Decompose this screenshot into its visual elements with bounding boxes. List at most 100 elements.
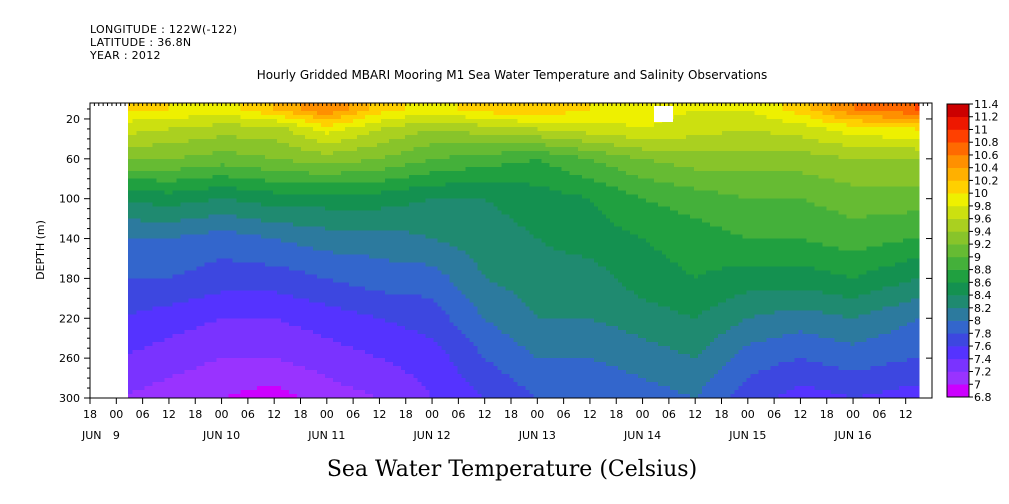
temperature-cell — [156, 374, 162, 379]
temperature-cell — [320, 146, 326, 152]
temperature-cell — [324, 258, 330, 264]
temperature-cell — [353, 150, 358, 156]
temperature-cell — [132, 370, 137, 375]
temperature-cell — [320, 110, 326, 116]
temperature-cell — [136, 154, 141, 160]
temperature-cell — [328, 254, 334, 260]
temperature-cell — [156, 290, 162, 295]
temperature-cell — [292, 258, 298, 264]
temperature-cell — [180, 254, 186, 260]
temperature-cell — [288, 270, 294, 276]
temperature-cell — [192, 254, 198, 260]
temperature-cell — [144, 334, 150, 339]
temperature-cell — [272, 374, 278, 379]
temperature-cell — [357, 298, 362, 303]
temperature-cell — [216, 230, 222, 236]
temperature-cell — [252, 146, 258, 152]
temperature-cell — [337, 342, 342, 347]
temperature-cell — [148, 130, 154, 136]
temperature-cell — [264, 302, 270, 307]
temperature-cell — [268, 274, 274, 280]
temperature-cell — [284, 166, 290, 172]
temperature-cell — [272, 298, 278, 303]
temperature-cell — [377, 126, 382, 132]
temperature-cell — [184, 142, 190, 148]
temperature-cell — [204, 286, 210, 291]
temperature-cell — [236, 362, 242, 367]
temperature-cell — [156, 274, 162, 280]
temperature-cell — [365, 366, 370, 371]
temperature-cell — [236, 146, 242, 152]
temperature-cell — [220, 374, 226, 379]
temperature-cell — [357, 178, 362, 184]
temperature-cell — [224, 246, 230, 252]
temperature-cell — [240, 246, 246, 252]
temperature-cell — [268, 234, 274, 240]
temperature-cell — [337, 178, 342, 184]
temperature-cell — [337, 206, 342, 212]
temperature-cell — [144, 262, 150, 268]
temperature-cell — [260, 250, 266, 256]
temperature-cell — [292, 342, 298, 347]
temperature-cell — [200, 186, 206, 192]
temperature-cell — [284, 226, 290, 232]
temperature-cell — [328, 170, 334, 176]
temperature-cell — [288, 154, 294, 160]
temperature-cell — [268, 146, 274, 152]
temperature-cell — [132, 350, 137, 355]
temperature-cell — [228, 302, 234, 307]
temperature-cell — [304, 294, 310, 299]
temperature-cell — [256, 386, 262, 391]
temperature-cell — [128, 262, 133, 268]
temperature-cell — [172, 286, 178, 291]
temperature-cell — [353, 282, 358, 287]
temperature-cell — [172, 182, 178, 188]
temperature-cell — [176, 130, 182, 136]
temperature-cell — [152, 118, 158, 124]
temperature-cell — [168, 194, 174, 200]
temperature-cell — [300, 218, 306, 224]
temperature-cell — [280, 358, 286, 363]
temperature-cell — [349, 122, 354, 128]
temperature-cell — [128, 378, 133, 383]
temperature-cell — [381, 106, 386, 112]
temperature-cell — [156, 226, 162, 232]
temperature-cell — [316, 206, 322, 212]
temperature-cell — [381, 226, 386, 232]
temperature-cell — [341, 146, 346, 152]
temperature-cell — [324, 138, 330, 144]
temperature-cell — [300, 142, 306, 148]
temperature-cell — [164, 298, 170, 303]
temperature-cell — [164, 326, 170, 331]
temperature-cell — [256, 354, 262, 359]
temperature-cell — [260, 154, 266, 160]
temperature-cell — [148, 330, 154, 335]
temperature-cell — [264, 186, 270, 192]
temperature-cell — [168, 182, 174, 188]
temperature-cell — [244, 142, 250, 148]
temperature-cell — [276, 170, 282, 176]
temperature-cell — [284, 302, 290, 307]
temperature-cell — [160, 346, 166, 351]
temperature-cell — [373, 230, 378, 236]
temperature-cell — [144, 290, 150, 295]
temperature-cell — [132, 194, 137, 200]
temperature-cell — [148, 230, 154, 236]
temperature-cell — [288, 262, 294, 268]
temperature-cell — [140, 214, 145, 220]
temperature-cell — [160, 122, 166, 128]
temperature-cell — [349, 158, 354, 164]
temperature-cell — [232, 298, 238, 303]
temperature-cell — [132, 322, 137, 327]
temperature-cell — [172, 150, 178, 156]
temperature-cell — [296, 394, 302, 399]
temperature-cell — [180, 250, 186, 256]
temperature-cell — [240, 238, 246, 244]
temperature-cell — [377, 342, 382, 347]
temperature-cell — [168, 198, 174, 204]
temperature-cell — [256, 106, 262, 112]
temperature-cell — [228, 150, 234, 156]
temperature-cell — [148, 382, 154, 387]
temperature-cell — [288, 274, 294, 280]
temperature-cell — [369, 106, 374, 112]
